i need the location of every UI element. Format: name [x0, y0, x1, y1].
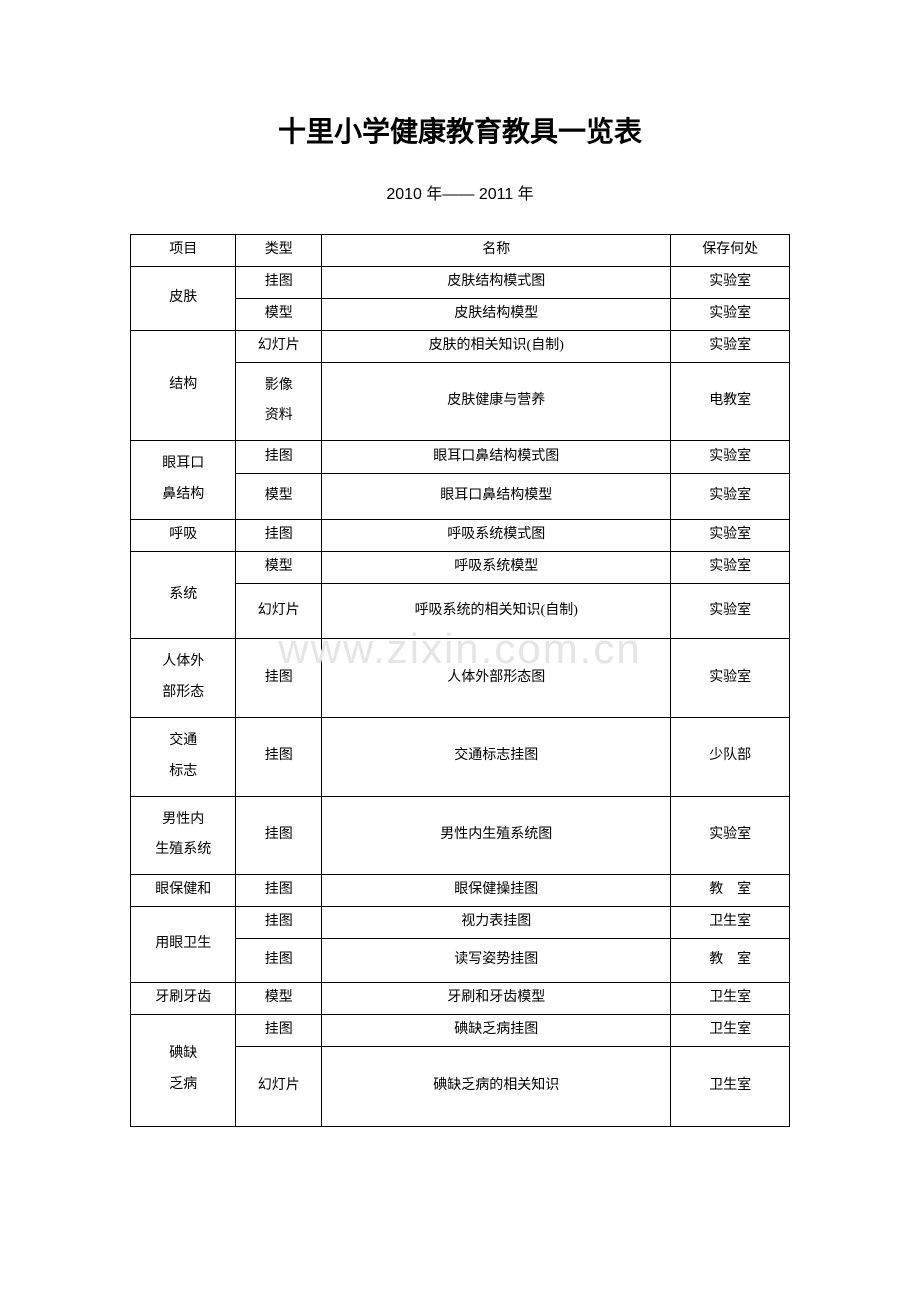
cell-name: 读写姿势挂图 — [322, 938, 671, 982]
cell-name: 皮肤健康与营养 — [322, 362, 671, 441]
cell-location: 电教室 — [671, 362, 790, 441]
table-row: 男性内生殖系统 挂图 男性内生殖系统图 实验室 — [131, 796, 790, 875]
cell-location: 实验室 — [671, 583, 790, 639]
cell-location: 卫生室 — [671, 907, 790, 939]
cell-name: 人体外部形态图 — [322, 639, 671, 718]
cell-type: 模型 — [236, 298, 322, 330]
cell-type: 模型 — [236, 551, 322, 583]
cell-type: 幻灯片 — [236, 583, 322, 639]
equipment-table: 项目 类型 名称 保存何处 皮肤 挂图 皮肤结构模式图 实验室 模型 皮肤结构模… — [130, 234, 790, 1127]
page-subtitle: 2010 年—— 2011 年 — [130, 180, 790, 204]
header-location: 保存何处 — [671, 235, 790, 267]
cell-name: 呼吸系统模式图 — [322, 519, 671, 551]
table-header-row: 项目 类型 名称 保存何处 — [131, 235, 790, 267]
cell-location: 少队部 — [671, 718, 790, 797]
cell-type: 幻灯片 — [236, 1046, 322, 1126]
cell-location: 实验室 — [671, 298, 790, 330]
cell-name: 男性内生殖系统图 — [322, 796, 671, 875]
cell-location: 实验室 — [671, 266, 790, 298]
cell-type: 幻灯片 — [236, 330, 322, 362]
cell-location: 实验室 — [671, 441, 790, 474]
cell-name: 皮肤的相关知识(自制) — [322, 330, 671, 362]
cell-type: 挂图 — [236, 907, 322, 939]
cell-name: 眼耳口鼻结构模式图 — [322, 441, 671, 474]
cell-location: 卫生室 — [671, 1046, 790, 1126]
page-title: 十里小学健康教育教具一览表 — [130, 110, 790, 150]
cell-name: 碘缺乏病的相关知识 — [322, 1046, 671, 1126]
cell-type: 挂图 — [236, 639, 322, 718]
cell-type: 挂图 — [236, 718, 322, 797]
document-page: 十里小学健康教育教具一览表 2010 年—— 2011 年 项目 类型 名称 保… — [0, 0, 920, 1127]
cell-project: 系统 — [131, 551, 236, 639]
header-name: 名称 — [322, 235, 671, 267]
header-type: 类型 — [236, 235, 322, 267]
cell-type: 挂图 — [236, 519, 322, 551]
cell-type: 挂图 — [236, 796, 322, 875]
cell-name: 碘缺乏病挂图 — [322, 1014, 671, 1046]
cell-type: 模型 — [236, 982, 322, 1014]
table-row: 交通标志 挂图 交通标志挂图 少队部 — [131, 718, 790, 797]
cell-name: 眼保健操挂图 — [322, 875, 671, 907]
cell-name: 呼吸系统的相关知识(自制) — [322, 583, 671, 639]
table-row: 系统 模型 呼吸系统模型 实验室 — [131, 551, 790, 583]
cell-location: 实验室 — [671, 519, 790, 551]
table-row: 呼吸 挂图 呼吸系统模式图 实验室 — [131, 519, 790, 551]
cell-project: 碘缺乏病 — [131, 1014, 236, 1126]
cell-type: 挂图 — [236, 875, 322, 907]
cell-location: 实验室 — [671, 551, 790, 583]
table-row: 牙刷牙齿 模型 牙刷和牙齿模型 卫生室 — [131, 982, 790, 1014]
cell-project: 人体外部形态 — [131, 639, 236, 718]
cell-type: 挂图 — [236, 1014, 322, 1046]
table-row: 人体外部形态 挂图 人体外部形态图 实验室 — [131, 639, 790, 718]
table-row: 碘缺乏病 挂图 碘缺乏病挂图 卫生室 — [131, 1014, 790, 1046]
cell-project: 交通标志 — [131, 718, 236, 797]
cell-type: 挂图 — [236, 266, 322, 298]
cell-project: 眼耳口鼻结构 — [131, 441, 236, 520]
cell-location: 实验室 — [671, 474, 790, 520]
cell-location: 教 室 — [671, 938, 790, 982]
header-project: 项目 — [131, 235, 236, 267]
cell-name: 牙刷和牙齿模型 — [322, 982, 671, 1014]
cell-location: 实验室 — [671, 330, 790, 362]
cell-name: 皮肤结构模型 — [322, 298, 671, 330]
table-row: 皮肤 挂图 皮肤结构模式图 实验室 — [131, 266, 790, 298]
cell-name: 视力表挂图 — [322, 907, 671, 939]
cell-type: 影像资料 — [236, 362, 322, 441]
cell-name: 交通标志挂图 — [322, 718, 671, 797]
cell-type: 模型 — [236, 474, 322, 520]
cell-location: 实验室 — [671, 639, 790, 718]
cell-name: 皮肤结构模式图 — [322, 266, 671, 298]
cell-location: 卫生室 — [671, 1014, 790, 1046]
cell-location: 实验室 — [671, 796, 790, 875]
cell-project: 牙刷牙齿 — [131, 982, 236, 1014]
cell-project: 皮肤 — [131, 266, 236, 330]
cell-type: 挂图 — [236, 441, 322, 474]
cell-project: 结构 — [131, 330, 236, 440]
cell-project: 眼保健和 — [131, 875, 236, 907]
cell-project: 呼吸 — [131, 519, 236, 551]
cell-name: 眼耳口鼻结构模型 — [322, 474, 671, 520]
table-row: 眼保健和 挂图 眼保健操挂图 教 室 — [131, 875, 790, 907]
cell-location: 教 室 — [671, 875, 790, 907]
cell-project: 用眼卫生 — [131, 907, 236, 983]
cell-type: 挂图 — [236, 938, 322, 982]
table-row: 眼耳口鼻结构 挂图 眼耳口鼻结构模式图 实验室 — [131, 441, 790, 474]
table-row: 结构 幻灯片 皮肤的相关知识(自制) 实验室 — [131, 330, 790, 362]
cell-project: 男性内生殖系统 — [131, 796, 236, 875]
cell-location: 卫生室 — [671, 982, 790, 1014]
cell-name: 呼吸系统模型 — [322, 551, 671, 583]
table-row: 用眼卫生 挂图 视力表挂图 卫生室 — [131, 907, 790, 939]
